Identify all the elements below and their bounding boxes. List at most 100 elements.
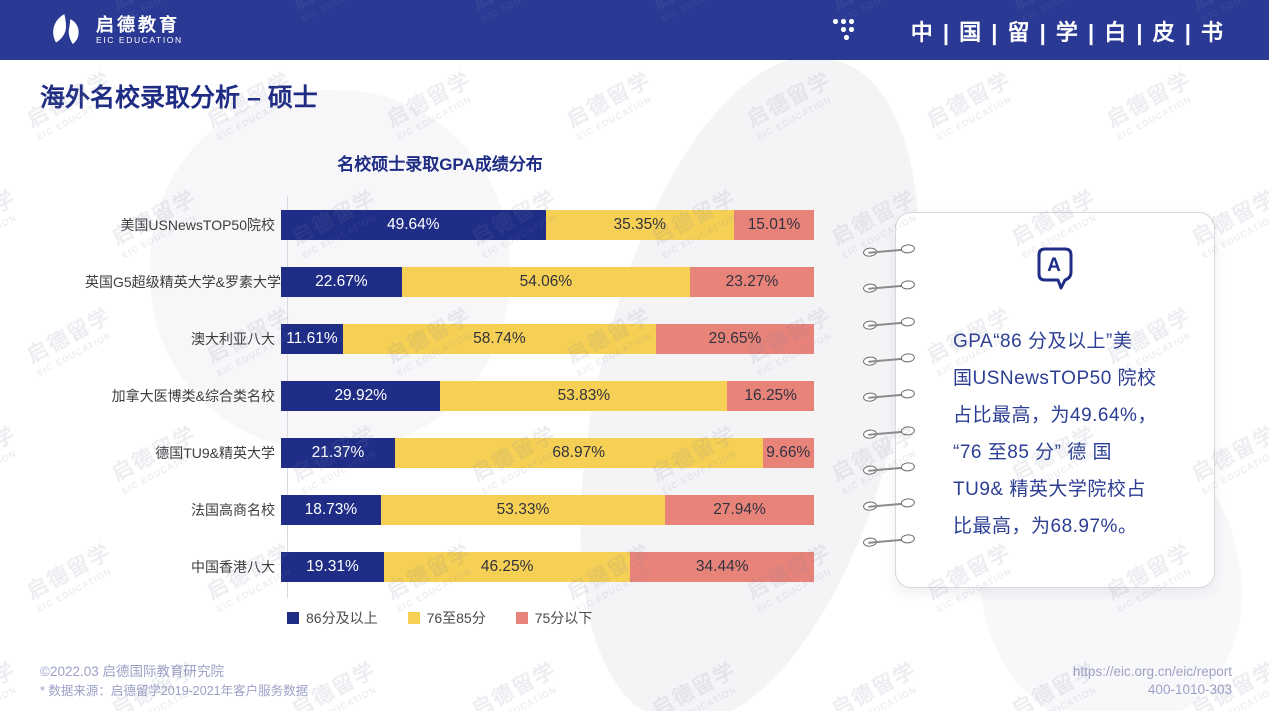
bar-value-label: 54.06% bbox=[519, 272, 573, 290]
legend-swatch bbox=[407, 612, 420, 624]
category-label: 美国USNewsTOP50院校 bbox=[120, 216, 275, 233]
footer-left: ©2022.03 启德国际教育研究院 * 数据来源：启德留学2019-2021年… bbox=[40, 662, 308, 700]
stacked-bar-chart: 美国USNewsTOP50院校 49.64% 35.35% 15.01% 英国G5超级精… bbox=[85, 196, 814, 595]
page-title: 海外名校录取分析 – 硕士 bbox=[40, 84, 318, 112]
bar-value-label: 29.92% bbox=[334, 386, 388, 404]
chart-row: 法国高商名校 18.73% 53.33% 27.94% bbox=[85, 481, 814, 538]
bar-segment-86分及以上: 29.92% bbox=[281, 380, 441, 411]
chart-row: 美国USNewsTOP50院校 49.64% 35.35% 15.01% bbox=[85, 196, 814, 253]
brand-logo: 启德教育 EIC EDUCATION bbox=[46, 10, 183, 50]
bar-track: 11.61% 58.74% 29.65% bbox=[281, 323, 814, 354]
bar-value-label: 49.64% bbox=[387, 215, 440, 233]
bar-track: 19.31% 46.25% 34.44% bbox=[281, 551, 814, 582]
grade-a-document-icon: A bbox=[1037, 247, 1073, 290]
dots-grid-icon bbox=[833, 19, 859, 43]
bar-value-label: 18.73% bbox=[304, 500, 358, 518]
legend-label: 76至85分 bbox=[426, 610, 486, 626]
header-bar: 启德教育 EIC EDUCATION 中 | 国 | 留 | 学 | 白 | 皮… bbox=[0, 0, 1269, 60]
bar-value-label: 22.67% bbox=[315, 272, 368, 290]
footer-right: https://eic.org.cn/eic/report 400-1010-3… bbox=[1073, 662, 1232, 699]
logo-text: 启德教育 EIC EDUCATION bbox=[96, 15, 183, 46]
insight-note-card: A GPA“86 分及以上”美 国USNewsTOP50 院校 占比最高，为49… bbox=[895, 212, 1215, 588]
chart-row: 澳大利亚八大 11.61% 58.74% 29.65% bbox=[85, 310, 814, 367]
bar-value-label: 29.65% bbox=[708, 329, 762, 347]
bar-segment-76至85分: 53.83% bbox=[440, 380, 728, 411]
bar-value-label: 58.74% bbox=[473, 329, 526, 347]
bar-track: 29.92% 53.83% 16.25% bbox=[281, 380, 814, 411]
bar-segment-76至85分: 54.06% bbox=[401, 266, 690, 297]
logo-title: 启德教育 bbox=[96, 14, 180, 35]
legend-item: 76至85分 bbox=[407, 608, 486, 628]
bar-segment-75分以下: 9.66% bbox=[762, 437, 814, 468]
bar-segment-76至85分: 46.25% bbox=[383, 551, 631, 582]
category-label: 德国TU9&精英大学 bbox=[155, 444, 275, 461]
data-source-note: * 数据来源：启德留学2019-2021年客户服务数据 bbox=[40, 684, 309, 698]
legend-label: 75分以下 bbox=[534, 610, 593, 626]
category-label: 中国香港八大 bbox=[191, 558, 275, 575]
chart-row: 英国G5超级精英大学&罗素大学 22.67% 54.06% 23.27% bbox=[85, 253, 814, 310]
bar-track: 21.37% 68.97% 9.66% bbox=[281, 437, 814, 468]
report-banner-title: 中 | 国 | 留 | 学 | 白 | 皮 | 书 bbox=[910, 20, 1225, 45]
bar-segment-75分以下: 16.25% bbox=[727, 380, 814, 411]
bar-segment-86分及以上: 22.67% bbox=[281, 266, 402, 297]
category-label: 澳大利亚八大 bbox=[191, 330, 275, 347]
category-label: 加拿大医博类&综合类名校 bbox=[111, 387, 275, 404]
bar-segment-75分以下: 23.27% bbox=[689, 266, 814, 297]
bar-value-label: 53.83% bbox=[557, 386, 611, 404]
bar-track: 18.73% 53.33% 27.94% bbox=[281, 494, 814, 525]
copyright-text: ©2022.03 启德国际教育研究院 bbox=[40, 664, 224, 679]
eic-logo-icon bbox=[53, 14, 79, 45]
insight-text: GPA“86 分及以上”美 国USNewsTOP50 院校 占比最高，为49.6… bbox=[953, 331, 1157, 537]
bar-segment-76至85分: 58.74% bbox=[342, 323, 656, 354]
bar-value-label: 16.25% bbox=[744, 386, 797, 404]
bar-value-label: 46.25% bbox=[480, 557, 534, 575]
bar-segment-75分以下: 15.01% bbox=[733, 209, 814, 240]
category-label: 法国高商名校 bbox=[191, 501, 275, 518]
bar-value-label: 53.33% bbox=[496, 500, 550, 518]
bar-segment-75分以下: 29.65% bbox=[655, 323, 814, 354]
bar-segment-86分及以上: 18.73% bbox=[281, 494, 381, 525]
bar-segment-86分及以上: 19.31% bbox=[281, 551, 384, 582]
bar-value-label: 21.37% bbox=[311, 443, 365, 461]
bar-segment-75分以下: 34.44% bbox=[630, 551, 814, 582]
bar-segment-75分以下: 27.94% bbox=[665, 494, 814, 525]
chart-title: 名校硕士录取GPA成绩分布 bbox=[337, 155, 543, 174]
report-url-link[interactable]: https://eic.org.cn/eic/report bbox=[1072, 664, 1232, 679]
legend-item: 86分及以上 bbox=[287, 608, 378, 628]
category-label: 英国G5超级精英大学&罗素大学 bbox=[85, 273, 282, 290]
svg-text:A: A bbox=[1047, 255, 1061, 276]
bar-track: 22.67% 54.06% 23.27% bbox=[281, 266, 814, 297]
bar-segment-86分及以上: 11.61% bbox=[281, 323, 343, 354]
logo-subtitle: EIC EDUCATION bbox=[96, 34, 183, 45]
bar-track: 49.64% 35.35% 15.01% bbox=[281, 209, 814, 240]
chart-legend: 86分及以上 76至85分 75分以下 bbox=[287, 608, 592, 628]
chart-row: 加拿大医博类&综合类名校 29.92% 53.83% 16.25% bbox=[85, 367, 814, 424]
bar-value-label: 15.01% bbox=[747, 215, 801, 233]
bar-value-label: 34.44% bbox=[695, 557, 749, 575]
bar-value-label: 9.66% bbox=[766, 443, 811, 461]
phone-number: 400-1010-303 bbox=[1147, 682, 1232, 697]
legend-swatch bbox=[515, 612, 528, 624]
bar-segment-76至85分: 68.97% bbox=[394, 437, 763, 468]
legend-label: 86分及以上 bbox=[306, 610, 378, 626]
bar-value-label: 19.31% bbox=[306, 557, 359, 575]
chart-row: 德国TU9&精英大学 21.37% 68.97% 9.66% bbox=[85, 424, 814, 481]
bar-segment-76至85分: 53.33% bbox=[380, 494, 666, 525]
chart-row: 中国香港八大 19.31% 46.25% 34.44% bbox=[85, 538, 814, 595]
bar-value-label: 27.94% bbox=[713, 500, 766, 518]
legend-swatch bbox=[287, 612, 299, 624]
bar-segment-86分及以上: 49.64% bbox=[281, 209, 546, 240]
bar-value-label: 11.61% bbox=[286, 329, 338, 347]
bar-value-label: 23.27% bbox=[725, 272, 779, 290]
bar-segment-86分及以上: 21.37% bbox=[281, 437, 395, 468]
bar-segment-76至85分: 35.35% bbox=[545, 209, 734, 240]
